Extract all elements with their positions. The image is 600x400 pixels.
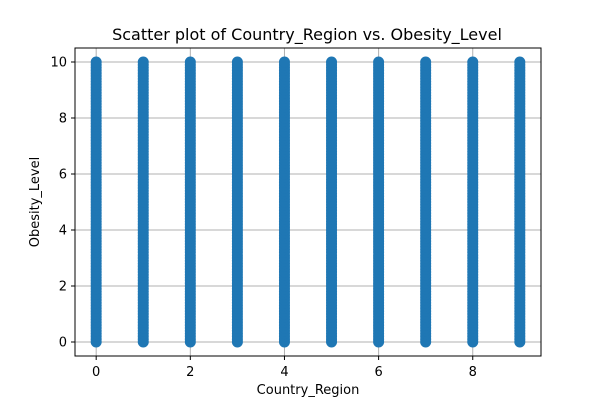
axis-ticks: 0 2 4 6 8 0 2 4 6 8 10 [50,56,476,381]
scatter-point [514,56,526,68]
scatter-point [90,56,102,68]
scatter-point [231,56,243,68]
y-tick-label: 2 [59,280,67,295]
x-tick-label: 6 [374,365,382,380]
y-tick-label: 8 [59,112,67,127]
scatter-point [326,56,338,68]
chart-title: Scatter plot of Country_Region vs. Obesi… [112,25,502,45]
y-tick-label: 0 [59,336,67,351]
x-tick-label: 8 [469,365,477,380]
scatter-point [420,56,432,68]
x-tick-label: 2 [186,365,194,380]
y-tick-label: 4 [59,224,67,239]
y-axis-label: Obesity_Level [28,157,43,247]
plot-area-frame [74,47,542,357]
scatter-point [373,56,385,68]
x-tick-label: 0 [92,365,100,380]
y-tick-label: 10 [50,56,67,71]
scatter-points [90,56,526,348]
x-tick-label: 4 [280,365,288,380]
scatter-point [467,56,479,68]
scatter-point [278,56,290,68]
scatter-point [184,56,196,68]
y-tick-label: 6 [59,168,67,183]
x-axis-label: Country_Region [257,383,360,398]
scatter-point [137,56,149,68]
